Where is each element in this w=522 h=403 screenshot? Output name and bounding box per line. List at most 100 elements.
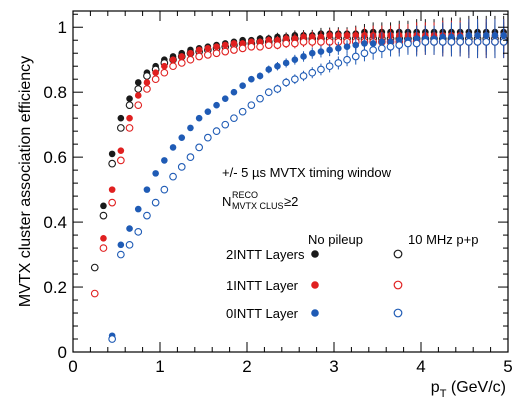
legend-marker-open-1intt-layer [393,280,403,290]
data-point [465,38,473,46]
data-point [195,143,203,152]
data-point [265,66,273,73]
y-tick-label: 0.4 [43,213,67,232]
data-point [178,134,186,141]
data-point [369,46,378,54]
data-point [125,101,134,110]
x-tick-label: 4 [416,357,425,376]
data-point [360,49,369,58]
data-point [117,241,125,249]
data-point [256,42,264,51]
data-point [273,41,282,49]
data-point [351,52,360,61]
data-point [247,101,256,110]
data-point [195,114,203,122]
data-point [264,41,273,49]
data-point [282,59,290,67]
data-point [404,39,412,48]
nclus-condition: ≥2 [284,194,298,209]
marks-layer [90,15,508,343]
data-point [117,114,125,122]
data-point [143,79,151,86]
data-point [204,108,212,115]
data-point [221,41,229,49]
data-point [308,49,316,57]
data-point [299,72,308,80]
data-point [125,124,134,132]
data-point [317,48,325,55]
data-point [212,49,221,58]
x-tick-label: 1 [155,357,164,376]
data-point [116,156,125,165]
data-point [343,55,351,64]
data-point [143,72,151,80]
data-point [282,39,291,48]
x-axis-title-main: p [431,379,440,396]
data-point [108,186,116,193]
data-point [325,62,334,71]
data-point [239,82,246,89]
data-point [213,101,220,109]
data-point [221,47,230,56]
data-point [186,55,195,64]
legend-label-1intt-layer: 1INTT Layer [226,278,299,293]
data-point [108,150,116,158]
data-point [169,62,177,71]
legend-marker-filled-0intt-layer [311,309,319,317]
data-point [169,144,177,151]
y-tick-label: 1 [58,18,67,37]
data-point [230,40,238,47]
data-point [247,42,256,51]
data-point [134,227,143,236]
data-point [282,78,291,87]
data-point [134,205,142,213]
data-point [343,43,351,51]
data-point [143,186,151,193]
data-point [308,68,317,77]
x-tick-label: 3 [329,357,338,376]
data-point [212,127,221,136]
data-point [116,124,125,132]
data-point [108,159,116,168]
data-point [317,65,325,74]
data-point [264,88,273,97]
data-point [248,75,255,83]
data-point [273,85,282,93]
data-point [352,41,360,49]
data-point [274,62,281,70]
data-point [134,101,143,110]
data-point [134,79,142,86]
data-point [187,49,194,57]
x-axis-title-unit: (GeV/c) [446,379,506,396]
data-point [291,39,299,48]
data-point [177,163,186,171]
data-point [99,244,108,252]
data-point [213,43,220,51]
data-point [308,38,317,46]
data-point [161,62,168,70]
y-tick-label: 0.8 [43,83,67,102]
data-point [90,263,99,272]
x-axis-title: pT (GeV/c) [431,379,506,400]
data-point [204,50,212,59]
data-point [326,46,333,54]
data-point [291,56,299,64]
data-point [100,202,107,210]
data-point [482,38,491,46]
series-0intt-layer-pileup [108,25,508,343]
data-point [108,335,116,343]
annotations: +/- 5 µs MVTX timing window N RECO MVTX … [222,165,478,247]
data-point [195,52,203,61]
data-point [195,46,203,54]
data-point [178,53,186,60]
data-point [99,211,108,220]
legend-marker-filled-2intt-layers [311,250,319,258]
data-point [169,172,177,181]
data-point [108,198,116,207]
data-point [100,235,107,242]
data-point [134,92,142,99]
x-axis-title-subscript: T [440,388,447,400]
nclus-superscript: RECO [232,190,258,200]
y-tick-label: 0.2 [43,278,67,297]
data-point [421,38,430,46]
